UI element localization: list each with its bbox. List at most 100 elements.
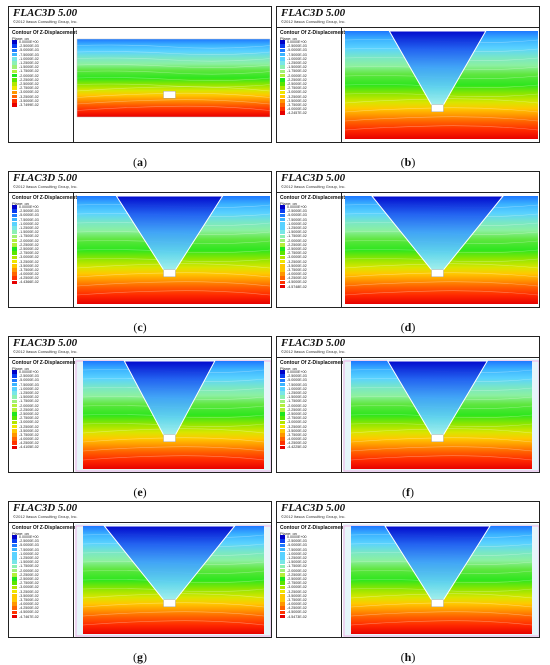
legend-entry: -2.5000E-02 xyxy=(12,412,39,416)
legend-value: -1.0000E-02 xyxy=(19,56,39,61)
legend-swatch xyxy=(280,230,285,235)
tunnel-opening xyxy=(431,434,444,443)
contour-line xyxy=(350,611,533,617)
contour-plot xyxy=(343,359,539,472)
legend-swatch xyxy=(280,564,285,569)
legend-plane-label: Plane: on xyxy=(12,531,29,536)
legend-value: -3.2500E-02 xyxy=(287,94,307,99)
legend-value: -5.0000E-03 xyxy=(287,543,307,548)
legend-value: -4.0000E-02 xyxy=(19,272,39,277)
legend-swatch xyxy=(280,276,285,281)
legend-value: -3.7500E-02 xyxy=(287,102,307,107)
legend-plane-label: Plane: on xyxy=(280,366,297,371)
contour-line xyxy=(82,611,265,617)
legend-value: -1.7500E-02 xyxy=(287,564,307,569)
legend-swatch xyxy=(12,543,17,548)
legend-value: -2.0000E-02 xyxy=(287,403,307,408)
legend-value: -2.2500E-02 xyxy=(19,77,39,82)
panel-header: FLAC3D 5.00 ©2012 Itasca Consulting Group… xyxy=(277,337,539,358)
legend-value: -3.5000E-02 xyxy=(287,263,307,268)
legend-swatch xyxy=(12,552,17,556)
legend-list: 0.0000E+00 -2.5000E-03 -5.0000E-03 -7.5000E… xyxy=(12,40,39,107)
caption-letter: e xyxy=(137,485,143,499)
legend-swatch xyxy=(280,272,285,276)
legend-entry: -3.0000E-02 xyxy=(12,90,39,94)
legend-value: -4.2500E-02 xyxy=(19,441,39,446)
collapse-zone xyxy=(104,526,235,600)
legend-entry: -5.0000E-03 xyxy=(280,378,307,382)
legend-swatch xyxy=(280,387,285,391)
legend-swatch xyxy=(12,581,17,585)
legend-swatch xyxy=(12,420,17,425)
legend-entry: -1.7500E-02 xyxy=(12,69,39,73)
legend-swatch xyxy=(280,61,285,65)
legend-swatch xyxy=(280,420,285,425)
contour-plot xyxy=(75,359,271,472)
legend-entry: -3.5000E-02 xyxy=(280,594,307,598)
legend-entry: -1.0000E-02 xyxy=(280,57,307,61)
legend-value: -5.0000E-03 xyxy=(19,48,39,53)
legend-swatch xyxy=(280,94,285,99)
contour-plot xyxy=(343,524,539,637)
legend-entry: -1.5000E-02 xyxy=(280,560,307,564)
legend-value: -2.0000E-02 xyxy=(287,73,307,78)
legend-swatch xyxy=(280,213,285,218)
legend-value: -7.5000E-03 xyxy=(19,217,39,222)
legend-swatch xyxy=(12,57,17,61)
legend-value: -2.0000E-02 xyxy=(19,238,39,243)
contour-line xyxy=(76,57,271,62)
legend-entry: -3.5000E-02 xyxy=(12,594,39,598)
legend-value: -4.0000E-02 xyxy=(287,272,307,277)
legend-value: 0.0000E+00 xyxy=(287,205,307,210)
legend-value: -7.5000E-03 xyxy=(287,547,307,552)
panel-b: FLAC3D 5.00 ©2012 Itasca Consulting Group… xyxy=(276,6,540,143)
legend-swatch xyxy=(280,284,285,289)
software-title: FLAC3D 5.00 xyxy=(13,172,78,184)
legend-swatch xyxy=(280,437,285,441)
panel-d: FLAC3D 5.00 ©2012 Itasca Consulting Group… xyxy=(276,171,540,308)
legend-value: -5.0000E-03 xyxy=(287,48,307,53)
legend-swatch xyxy=(280,585,285,590)
contour-line xyxy=(344,281,539,287)
legend-swatch xyxy=(12,209,17,214)
legend-entry: -1.5000E-02 xyxy=(280,65,307,69)
legend-swatch xyxy=(280,52,285,57)
legend-value: -3.2500E-02 xyxy=(19,259,39,264)
legend-value: -2.5000E-02 xyxy=(287,246,307,251)
legend-value: -2.5000E-02 xyxy=(287,411,307,416)
legend-value: -5.0000E-03 xyxy=(287,213,307,218)
legend-entry: -5.0000E-03 xyxy=(12,213,39,217)
panel-caption-d: (d) xyxy=(400,320,416,334)
legend-value: -3.7500E-02 xyxy=(19,432,39,437)
legend-entry: -3.7500E-02 xyxy=(280,268,307,272)
legend-swatch xyxy=(280,222,285,226)
legend-swatch xyxy=(12,213,17,218)
legend-swatch xyxy=(280,598,285,602)
legend-value: -2.7500E-02 xyxy=(287,251,307,256)
caption-letter: g xyxy=(137,650,143,664)
legend-entry: -2.5000E-02 xyxy=(280,247,307,251)
legend-swatch xyxy=(12,268,17,272)
caption-letter: a xyxy=(137,155,143,169)
legend-value: -1.2500E-02 xyxy=(287,556,307,561)
legend-entry: -2.7500E-02 xyxy=(280,581,307,585)
legend-entry: -2.2500E-02 xyxy=(12,408,39,412)
legend-value: -1.2500E-02 xyxy=(19,61,39,66)
legend-swatch xyxy=(280,86,285,90)
legend-entry: -1.7500E-02 xyxy=(12,234,39,238)
copyright-text: ©2012 Itasca Consulting Group, Inc. xyxy=(281,19,346,24)
legend-value: -1.0000E-02 xyxy=(19,221,39,226)
legend-swatch xyxy=(12,593,17,598)
legend-entry: -3.2500E-02 xyxy=(280,94,307,99)
legend-swatch xyxy=(12,403,17,408)
legend-value: -3.7500E-02 xyxy=(287,432,307,437)
contour-line xyxy=(76,281,271,287)
legend-swatch xyxy=(12,217,17,222)
legend-value: 0.0000E+00 xyxy=(287,40,307,45)
legend-swatch xyxy=(280,98,285,103)
legend-entry: -1.2500E-02 xyxy=(280,391,307,395)
legend-entry: -2.5000E-02 xyxy=(280,82,307,86)
legend-value: -4.5000E-02 xyxy=(287,280,307,285)
legend-entry: -2.2500E-02 xyxy=(280,573,307,577)
legend-value: -4.2500E-02 xyxy=(19,276,39,281)
